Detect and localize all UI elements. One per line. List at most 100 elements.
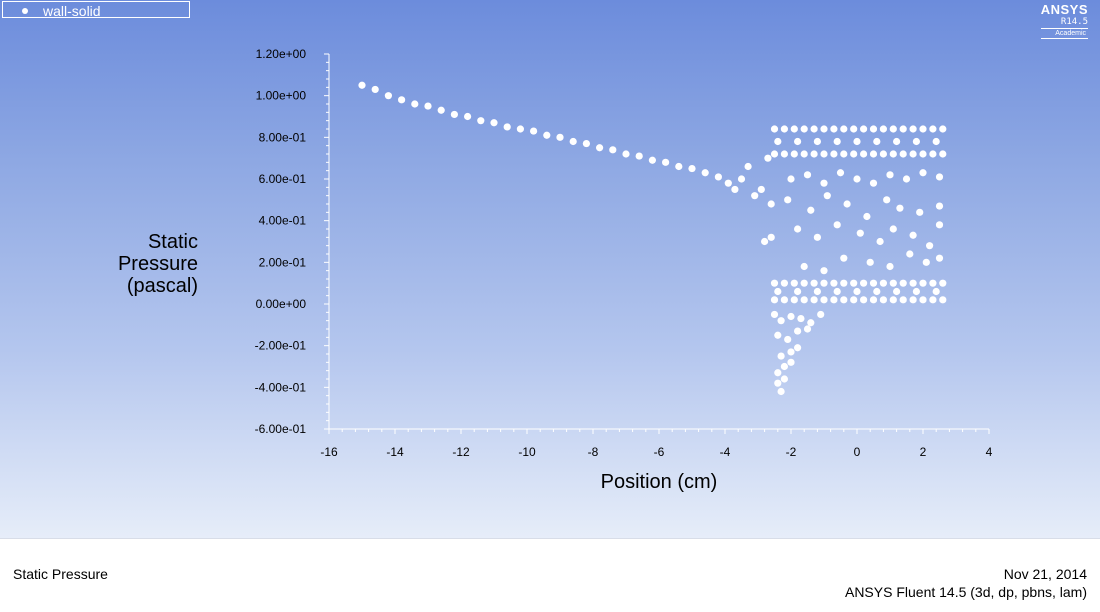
data-point [384, 92, 392, 100]
data-point [840, 279, 848, 287]
x-tick-label: -14 [386, 445, 404, 459]
data-point [794, 225, 802, 233]
data-point [889, 225, 897, 233]
data-point [813, 287, 822, 296]
data-point [836, 169, 845, 177]
data-point [774, 379, 782, 387]
ansys-logo: ANSYS R14.5 Academic [1040, 3, 1088, 39]
data-point [810, 296, 818, 304]
data-point [850, 125, 858, 133]
data-point [830, 296, 838, 304]
x-tick-label: -6 [654, 445, 665, 459]
data-point [869, 296, 878, 304]
y-axis-label: Static [148, 231, 198, 253]
data-point [856, 229, 864, 237]
data-point [935, 202, 944, 210]
x-axis-label: Position (cm) [601, 471, 718, 493]
legend-label: wall-solid [43, 3, 101, 19]
data-point [830, 279, 838, 287]
data-point [635, 152, 643, 160]
data-point [820, 125, 828, 133]
data-point [883, 196, 891, 204]
data-point [813, 233, 822, 241]
data-point [777, 317, 785, 325]
data-point [701, 169, 709, 177]
data-point [817, 310, 825, 319]
data-point [780, 296, 789, 304]
data-point [582, 139, 591, 148]
data-point [543, 131, 551, 139]
data-point [919, 125, 927, 133]
data-point [830, 150, 838, 158]
data-point [929, 279, 937, 287]
data-point [688, 164, 696, 173]
data-point [803, 325, 812, 333]
data-point [886, 171, 894, 179]
data-point [909, 279, 917, 287]
data-point [909, 296, 917, 304]
data-point [879, 296, 888, 304]
data-point [398, 96, 406, 104]
data-point [787, 358, 795, 366]
y-axis-label: Pressure [118, 253, 198, 275]
legend-marker-icon [22, 8, 28, 14]
data-point [879, 279, 888, 287]
data-point [853, 137, 861, 146]
data-point [800, 296, 808, 304]
data-point [879, 150, 888, 158]
data-point [757, 185, 765, 194]
data-point [889, 279, 897, 287]
data-point [774, 369, 782, 377]
y-tick-label: 8.00e-01 [259, 130, 307, 144]
data-point [411, 100, 419, 108]
data-point [794, 344, 802, 352]
data-point [810, 125, 818, 133]
data-point [767, 233, 775, 241]
data-point [869, 279, 878, 287]
data-point [939, 279, 947, 287]
data-point [780, 125, 789, 133]
data-point [464, 112, 472, 121]
data-point [919, 296, 927, 304]
data-point [790, 125, 798, 133]
data-point [909, 231, 917, 239]
data-point [873, 137, 881, 146]
data-point [774, 287, 782, 296]
y-tick-label: -4.00e-01 [255, 380, 307, 394]
data-point [774, 331, 782, 339]
data-point [780, 362, 789, 371]
data-point [902, 175, 911, 183]
data-point [424, 102, 432, 110]
footer-date: Nov 21, 2014 [1003, 566, 1087, 582]
data-point [869, 150, 878, 158]
data-point [909, 150, 917, 158]
data-point [675, 162, 683, 171]
brand-edition: Academic [1040, 28, 1088, 39]
y-tick-label: -2.00e-01 [255, 339, 307, 353]
data-point [889, 125, 897, 133]
data-point [820, 296, 828, 304]
data-point [820, 150, 828, 158]
data-point [530, 127, 538, 135]
data-point [648, 156, 657, 164]
x-tick-label: -12 [452, 445, 470, 459]
chart-svg: -6.00e-01 -4.00e-01 -2.00e-01 0.00e+00 2.00e… [118, 47, 993, 493]
data-point [935, 254, 944, 262]
y-tick-label: 0.00e+00 [256, 297, 307, 311]
data-point [869, 125, 878, 133]
data-point [813, 137, 822, 146]
data-point [556, 133, 564, 141]
data-point [770, 150, 779, 158]
data-point [866, 258, 874, 266]
data-point [770, 279, 779, 287]
data-point [929, 125, 937, 133]
footer-solver: ANSYS Fluent 14.5 (3d, dp, pbns, lam) [844, 584, 1087, 600]
data-point [929, 296, 937, 304]
data-point [358, 81, 366, 89]
x-tick-label: 2 [920, 445, 927, 459]
data-point [777, 387, 785, 396]
data-point [935, 173, 944, 181]
data-point [450, 110, 458, 119]
brand-version: R14.5 [1060, 17, 1088, 27]
data-point [850, 296, 858, 304]
